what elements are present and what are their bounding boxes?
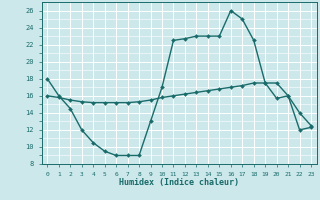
X-axis label: Humidex (Indice chaleur): Humidex (Indice chaleur) <box>119 178 239 187</box>
